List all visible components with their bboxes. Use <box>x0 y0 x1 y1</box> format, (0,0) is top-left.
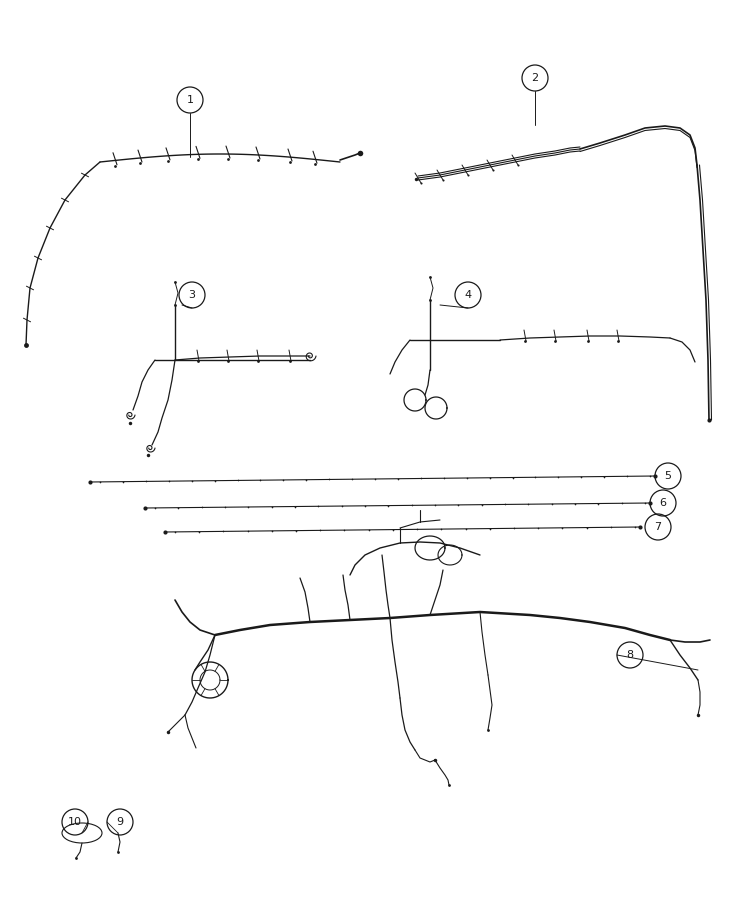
Text: 1: 1 <box>187 95 193 105</box>
Text: 9: 9 <box>116 817 124 827</box>
Text: 10: 10 <box>68 817 82 827</box>
Text: 7: 7 <box>654 522 662 532</box>
Text: 2: 2 <box>531 73 539 83</box>
Text: 6: 6 <box>659 498 666 508</box>
Text: 5: 5 <box>665 471 671 481</box>
Text: 8: 8 <box>626 650 634 660</box>
Text: 4: 4 <box>465 290 471 300</box>
Text: 3: 3 <box>188 290 196 300</box>
